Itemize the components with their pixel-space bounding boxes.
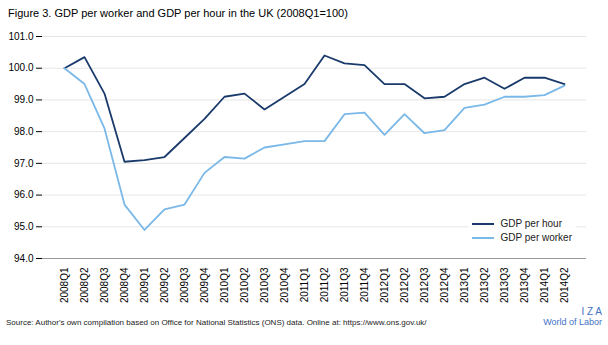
svg-text:2011Q4: 2011Q4 [359,267,370,302]
svg-text:2011Q1: 2011Q1 [299,267,310,302]
html-text:Figure 3. GDP per worker and G: Figure 3. GDP per worker and GDP per hou… [8,7,348,19]
svg-text:2014Q1: 2014Q1 [539,267,550,303]
svg-text:98.0: 98.0 [14,126,34,137]
svg-text:2012Q1: 2012Q1 [379,267,390,303]
svg-text:2009Q3: 2009Q3 [179,267,190,303]
svg-text:100.0: 100.0 [8,62,33,73]
html-text:World of Labor: World of Labor [543,317,602,327]
svg-text:2012Q3: 2012Q3 [419,267,430,303]
svg-text:2014Q2: 2014Q2 [559,267,570,303]
svg-text:2009Q1: 2009Q1 [139,267,150,303]
html-text:I Z A: I Z A [581,306,602,317]
svg-text:2008Q4: 2008Q4 [119,267,130,303]
html-text:GDP per worker: GDP per worker [500,232,572,243]
svg-text:2011Q3: 2011Q3 [339,267,350,302]
svg-text:97.0: 97.0 [14,158,34,169]
svg-text:2008Q2: 2008Q2 [79,267,90,303]
svg-text:2010Q1: 2010Q1 [219,267,230,303]
html-text:Source: Author's own compilati: Source: Author's own compilation based o… [6,318,427,327]
svg-text:2012Q4: 2012Q4 [439,267,450,303]
html-text:GDP per hour: GDP per hour [500,218,562,229]
svg-text:2012Q2: 2012Q2 [399,267,410,303]
svg-text:2013Q3: 2013Q3 [499,267,510,303]
svg-text:2008Q1: 2008Q1 [59,267,70,303]
svg-text:2011Q2: 2011Q2 [319,267,330,302]
svg-text:101.0: 101.0 [8,31,33,42]
svg-text:95.0: 95.0 [14,221,34,232]
svg-text:2010Q3: 2010Q3 [259,267,270,303]
svg-text:2008Q3: 2008Q3 [99,267,110,303]
svg-text:96.0: 96.0 [14,189,34,200]
svg-text:94.0: 94.0 [14,253,34,264]
svg-text:2010Q4: 2010Q4 [279,267,290,303]
svg-text:2013Q4: 2013Q4 [519,267,530,303]
svg-text:2013Q2: 2013Q2 [479,267,490,303]
svg-text:99.0: 99.0 [14,94,34,105]
svg-text:2009Q4: 2009Q4 [199,267,210,303]
svg-text:2013Q1: 2013Q1 [459,267,470,303]
svg-text:2009Q2: 2009Q2 [159,267,170,303]
svg-text:2010Q2: 2010Q2 [239,267,250,303]
